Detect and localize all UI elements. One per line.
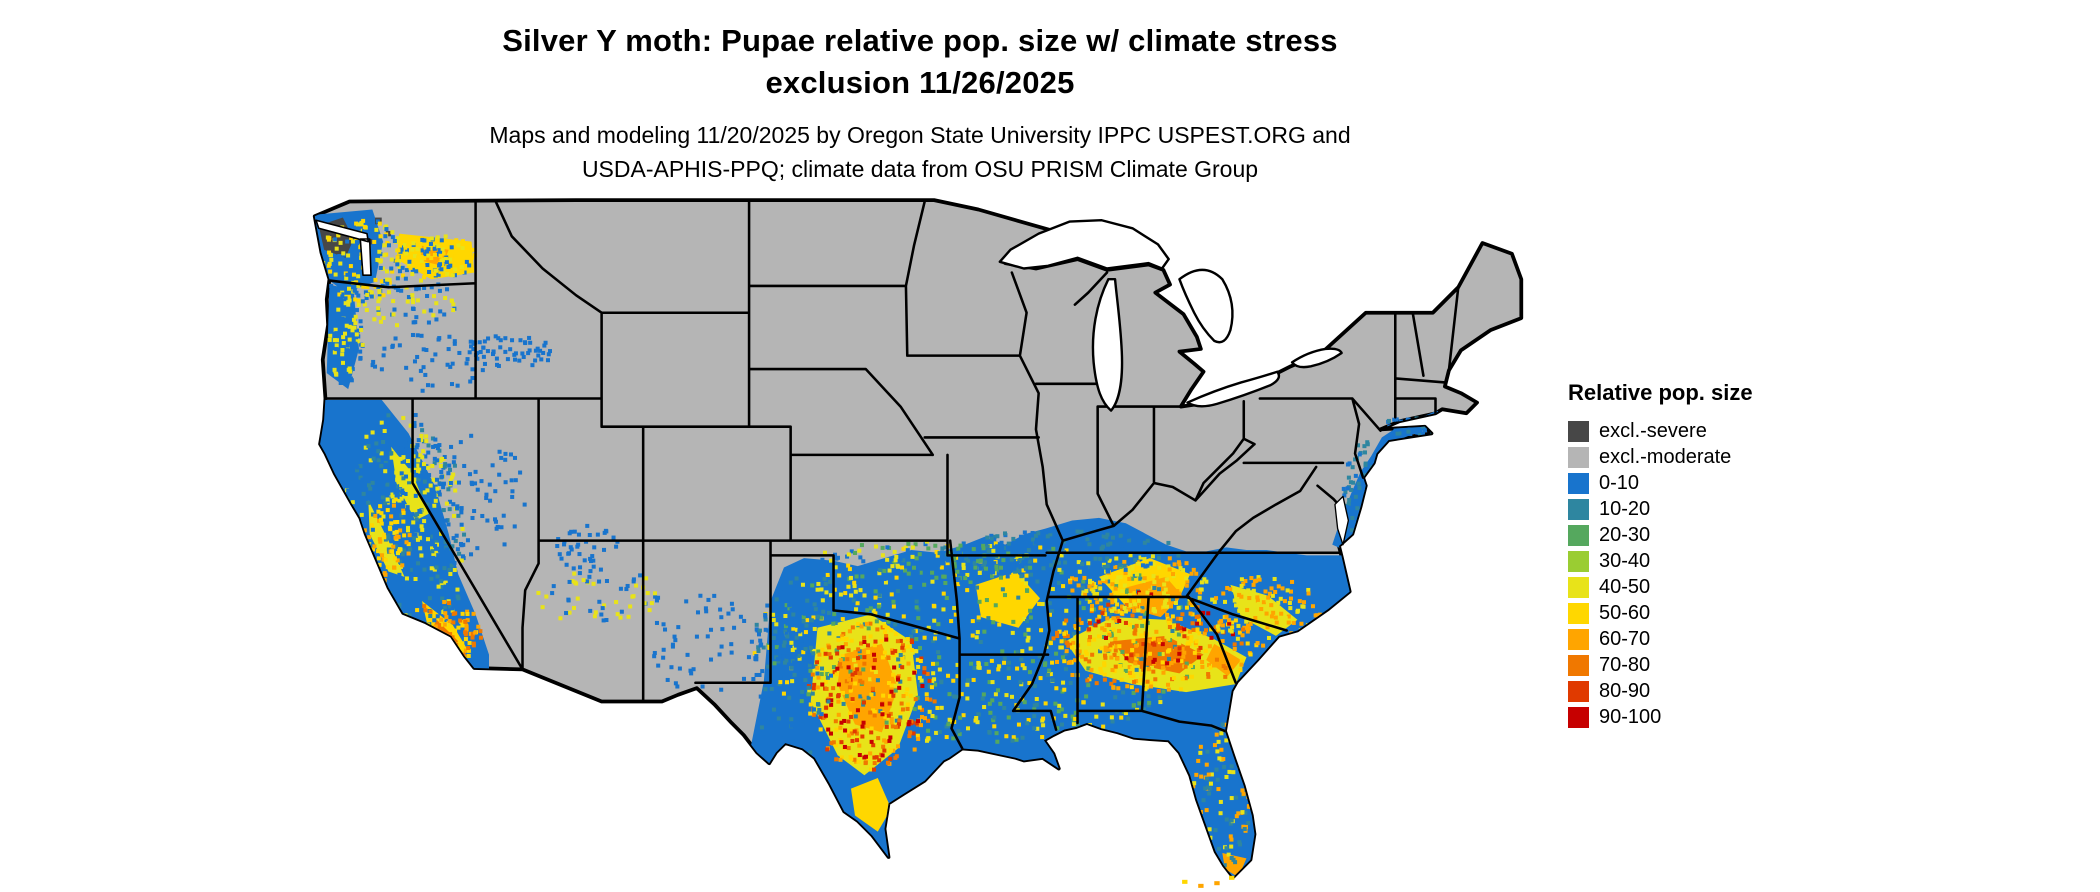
legend-label: 0-10	[1599, 471, 1640, 494]
legend-label: 90-100	[1599, 705, 1662, 728]
legend-swatch	[1568, 446, 1589, 468]
legend-label: 20-30	[1599, 523, 1651, 546]
legend-item: 90-100	[1568, 704, 1868, 730]
legend-label: 80-90	[1599, 679, 1651, 702]
legend-label: 40-50	[1599, 575, 1651, 598]
chesapeake-bay	[1334, 495, 1350, 546]
florida-keys	[1182, 875, 1235, 888]
figure-subtitle-line1: Maps and modeling 11/20/2025 by Oregon S…	[489, 122, 1351, 148]
legend-swatch	[1568, 706, 1589, 728]
legend-swatch	[1568, 550, 1589, 572]
legend-swatch	[1568, 420, 1589, 442]
legend-label: 60-70	[1599, 627, 1651, 650]
legend-item: excl.-severe	[1568, 418, 1868, 444]
legend: Relative pop. size excl.-severe excl.-mod…	[1568, 380, 1868, 730]
legend-label: excl.-severe	[1599, 419, 1707, 442]
legend-item: 10-20	[1568, 496, 1868, 522]
great-lakes	[315, 219, 1350, 546]
legend-label: 70-80	[1599, 653, 1651, 676]
figure-subtitle: Maps and modeling 11/20/2025 by Oregon S…	[0, 118, 1840, 186]
lake-michigan	[1091, 278, 1124, 412]
lake-ontario	[1290, 347, 1343, 369]
legend-swatch	[1568, 576, 1589, 598]
legend-title: Relative pop. size	[1568, 380, 1753, 405]
legend-swatch	[1568, 628, 1589, 650]
legend-item: excl.-moderate	[1568, 444, 1868, 470]
figure-title: Silver Y moth: Pupae relative pop. size …	[0, 20, 1840, 104]
lake-erie	[1186, 370, 1281, 408]
legend-swatch	[1568, 472, 1589, 494]
lake-superior	[998, 219, 1170, 270]
us-map	[308, 198, 1528, 890]
legend-label: excl.-moderate	[1599, 445, 1732, 468]
state-borders	[324, 200, 1460, 750]
legend-swatch	[1568, 602, 1589, 624]
figure-title-line2: exclusion 11/26/2025	[765, 65, 1075, 100]
legend-label: 50-60	[1599, 601, 1651, 624]
legend-swatch	[1568, 654, 1589, 676]
legend-swatch	[1568, 524, 1589, 546]
legend-item: 30-40	[1568, 548, 1868, 574]
legend-label: 30-40	[1599, 549, 1651, 572]
legend-item: 40-50	[1568, 574, 1868, 600]
us-map-svg	[312, 198, 1524, 888]
legend-label: 10-20	[1599, 497, 1651, 520]
legend-item: 70-80	[1568, 652, 1868, 678]
legend-item: 50-60	[1568, 600, 1868, 626]
legend-swatch	[1568, 680, 1589, 702]
puget-sound	[315, 219, 372, 277]
legend-item: 60-70	[1568, 626, 1868, 652]
legend-item: 20-30	[1568, 522, 1868, 548]
legend-item: 80-90	[1568, 678, 1868, 704]
legend-items: excl.-severe excl.-moderate 0-10 10-20 20-30…	[1568, 418, 1868, 730]
figure-title-line1: Silver Y moth: Pupae relative pop. size …	[502, 23, 1338, 58]
legend-item: 0-10	[1568, 470, 1868, 496]
legend-swatch	[1568, 498, 1589, 520]
figure-subtitle-line2: USDA-APHIS-PPQ; climate data from OSU PR…	[581, 156, 1259, 182]
lake-huron	[1178, 268, 1234, 344]
